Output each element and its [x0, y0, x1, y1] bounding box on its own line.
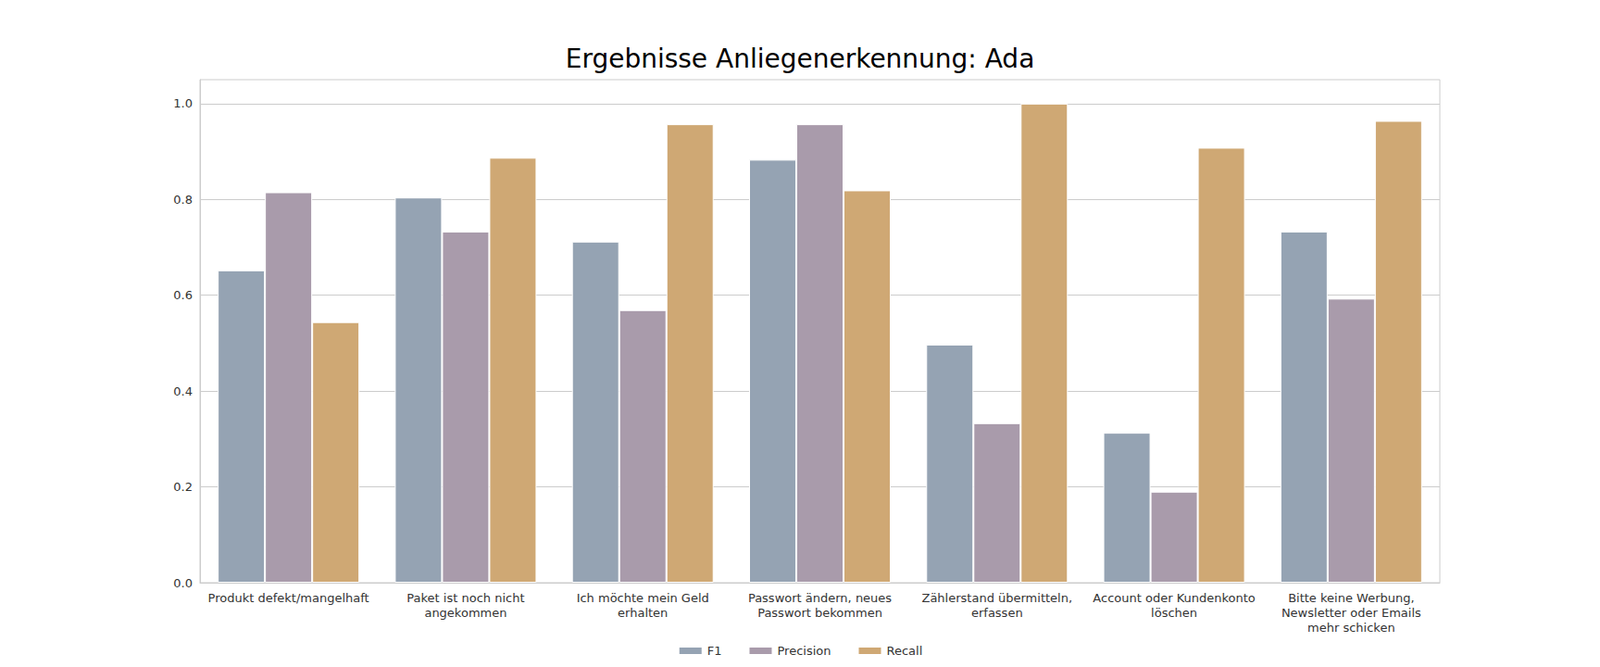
- svg-text:Passwort ändern, neues: Passwort ändern, neues: [748, 590, 892, 605]
- svg-text:Bitte keine Werbung,: Bitte keine Werbung,: [1287, 590, 1414, 605]
- svg-text:Zählerstand übermitteln,: Zählerstand übermitteln,: [921, 590, 1073, 605]
- svg-text:0.6: 0.6: [173, 287, 193, 302]
- svg-text:Paket ist noch nicht: Paket ist noch nicht: [406, 590, 525, 605]
- svg-text:angekommen: angekommen: [424, 605, 507, 620]
- svg-text:Newsletter oder Emails: Newsletter oder Emails: [1281, 605, 1422, 620]
- svg-text:1.0: 1.0: [173, 96, 193, 111]
- svg-text:0.2: 0.2: [173, 479, 193, 494]
- svg-text:F1: F1: [707, 643, 723, 658]
- svg-text:0.0: 0.0: [173, 575, 193, 590]
- svg-text:erhalten: erhalten: [617, 605, 668, 620]
- svg-text:erfassen: erfassen: [971, 605, 1024, 620]
- svg-text:Ergebnisse Anliegenerkennung:: Ergebnisse Anliegenerkennung: Ada: [565, 43, 1036, 75]
- svg-text:löschen: löschen: [1150, 605, 1198, 620]
- svg-text:Produkt defekt/mangelhaft: Produkt defekt/mangelhaft: [208, 590, 370, 605]
- svg-text:Precision: Precision: [776, 643, 831, 658]
- svg-text:Account oder Kundenkonto: Account oder Kundenkonto: [1092, 590, 1256, 605]
- svg-text:mehr schicken: mehr schicken: [1307, 620, 1396, 635]
- svg-text:Ich möchte mein Geld: Ich möchte mein Geld: [576, 590, 710, 605]
- svg-text:0.4: 0.4: [173, 384, 193, 399]
- svg-text:Recall: Recall: [886, 643, 923, 658]
- svg-text:0.8: 0.8: [173, 192, 193, 207]
- svg-text:Passwort bekommen: Passwort bekommen: [757, 605, 883, 620]
